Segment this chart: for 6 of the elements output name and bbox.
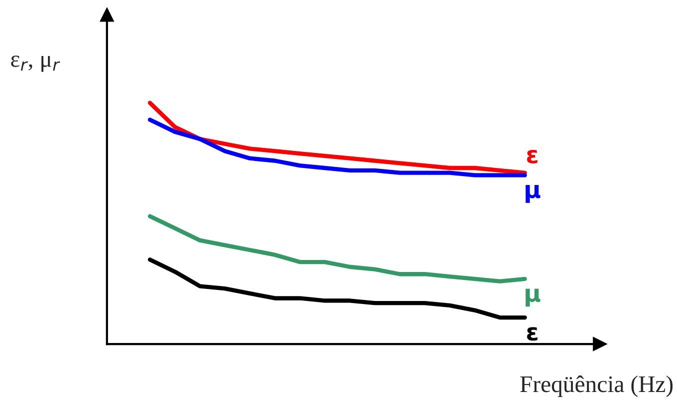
y-axis-title: ε$_{r}$, μ$_{r}$ [11,56,60,72]
series-label: ε [527,150,538,164]
legend-label: ε [527,327,538,341]
series-label: μ [526,185,540,203]
x-axis-title: Freqüência (Hz) [520,376,673,397]
series-label: μ [526,288,540,307]
